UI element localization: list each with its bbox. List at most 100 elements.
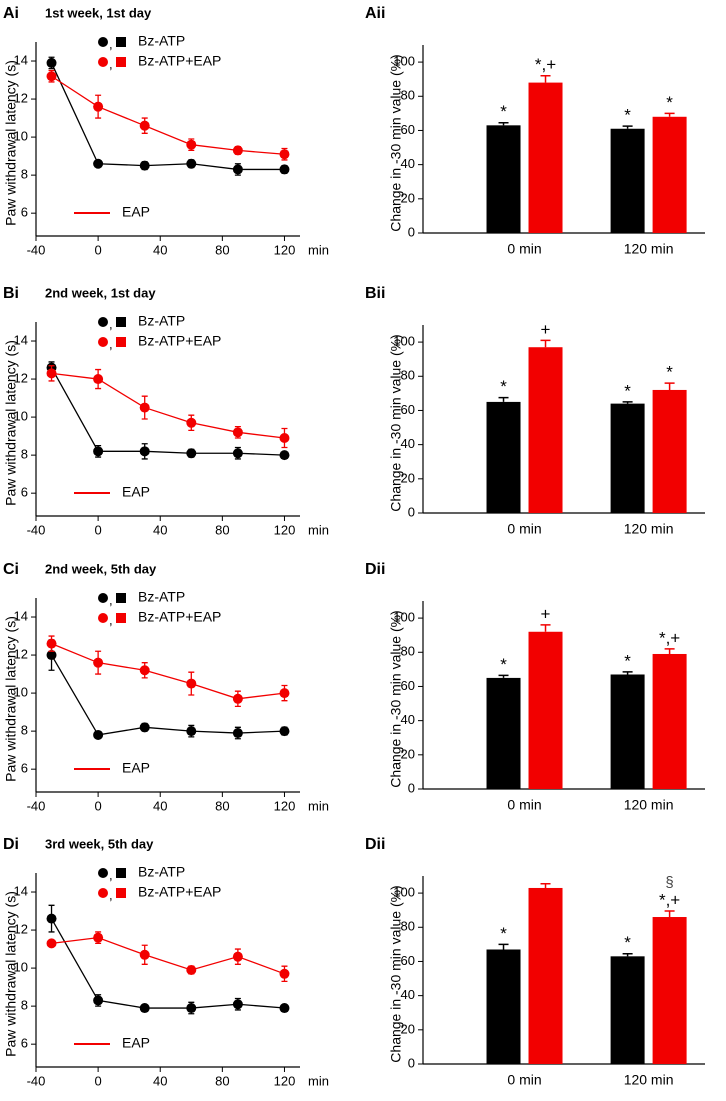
series-line [51,643,285,700]
data-point [93,158,104,169]
data-point [279,164,290,175]
y-tick-label: 20 [401,190,415,205]
y-axis-label: Paw withdrawal latency (s) [3,60,19,226]
bar [486,677,521,789]
legend-label: Bz-ATP+EAP [138,53,221,69]
series-line [51,937,285,975]
legend-marker [116,337,126,347]
legend-marker [116,57,126,67]
x-tick-label: 40 [153,1073,167,1088]
bar [652,116,687,233]
error-bar [498,396,509,402]
x-tick-label: 0 [95,798,102,813]
y-tick-label: 0 [408,504,415,519]
panel-title: 3rd week, 5th day [45,836,154,851]
error-bar [498,122,509,126]
legend-marker [98,37,108,47]
data-point [232,145,243,156]
significance-label: * [500,102,507,121]
x-tick-label: 0 [95,1073,102,1088]
legend-marker [116,888,126,898]
legend-marker [116,37,126,47]
significance-label: *,+ [659,891,680,910]
data-point [279,968,290,979]
x-tick-label: 0 min [507,241,541,257]
y-tick-label: 6 [21,485,28,500]
data-point [93,729,104,740]
data-point [93,101,104,112]
data-point [279,688,290,699]
panel-title: 2nd week, 5th day [45,561,157,576]
y-tick-label: 10 [14,129,28,144]
data-point [279,433,290,444]
significance-label: *,+ [535,55,556,74]
bar [486,949,521,1064]
y-tick-label: 8 [21,998,28,1013]
data-point [139,1003,150,1014]
data-point [186,448,197,459]
bar [528,347,563,513]
legend-marker [98,317,108,327]
data-point [46,368,57,379]
series-line [50,918,285,1009]
data-point [186,417,197,428]
panel-title: 2nd week, 1st day [45,285,156,300]
y-tick-label: 80 [401,368,415,383]
data-point [279,1003,290,1014]
data-point [93,374,104,385]
y-tick-label: 100 [393,885,415,900]
bar [652,653,687,789]
y-tick-label: 12 [14,921,28,936]
error-bar [664,112,675,117]
x-tick-label: 40 [153,522,167,537]
x-tick-label: 80 [215,798,229,813]
data-point [232,728,243,739]
data-point [93,446,104,457]
bar [652,917,687,1064]
bar [528,631,563,789]
data-point [186,1003,197,1014]
y-tick-label: 40 [401,156,415,171]
panel-label: Ai [3,5,19,22]
bar [486,401,521,513]
y-axis-label: Change in -30 min value (%) [388,610,404,787]
legend-marker [116,613,126,623]
error-bar [664,382,675,390]
y-tick-label: 40 [401,987,415,1002]
error-bar [622,401,633,404]
data-point [232,448,243,459]
error-bar [622,125,633,129]
bar [528,887,563,1064]
data-point [139,160,150,171]
y-tick-label: 12 [14,90,28,105]
bar [610,956,645,1064]
data-point [139,722,150,733]
bar [486,125,521,233]
y-tick-label: 14 [14,883,28,898]
x-tick-label: -40 [27,522,46,537]
panel-label: Dii [365,836,385,853]
y-tick-label: 80 [401,919,415,934]
data-point [139,446,150,457]
data-point [93,932,104,943]
y-tick-label: 6 [21,1036,28,1051]
error-bar [498,943,509,950]
error-bar [664,648,675,654]
legend-marker [98,593,108,603]
series-line [51,372,285,439]
data-point [186,139,197,150]
error-bar [664,910,675,918]
data-point [93,657,104,668]
x-tick-label: 0 min [507,521,541,537]
x-tick-label: 120 min [624,241,674,257]
y-tick-label: 60 [401,122,415,137]
data-point [186,726,197,737]
data-point [139,665,150,676]
